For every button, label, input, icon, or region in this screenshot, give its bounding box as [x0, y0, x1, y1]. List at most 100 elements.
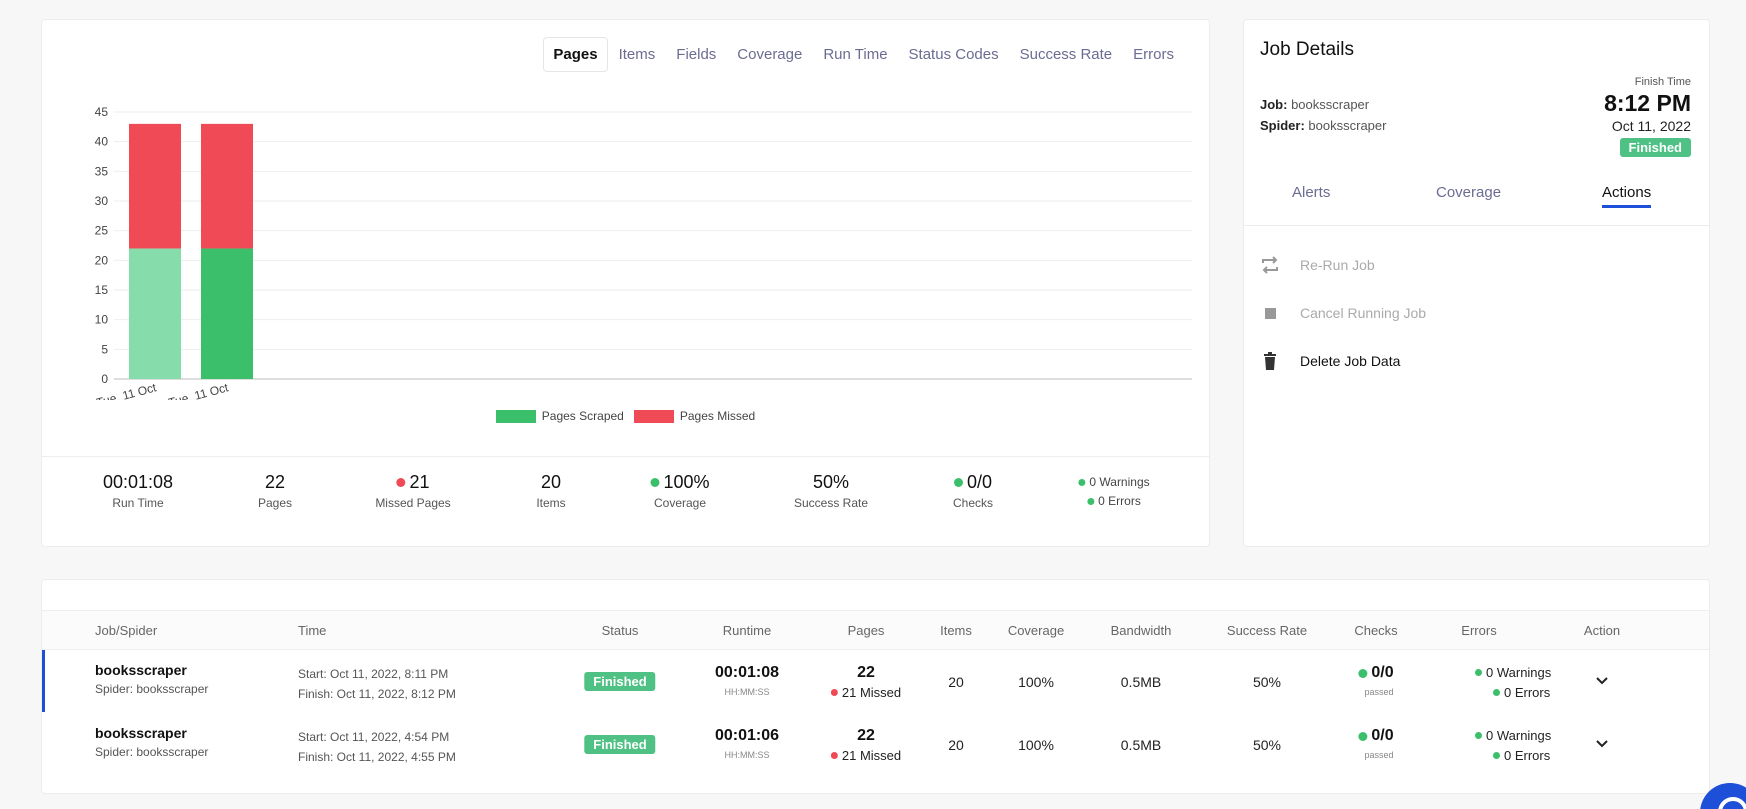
job-line: Job: booksscraper	[1260, 94, 1386, 115]
stat-value-wrap: 21	[375, 472, 450, 493]
stat-value-wrap: 100%	[650, 472, 710, 493]
col-success-rate: Success Rate	[1226, 623, 1308, 638]
errors-line: 0 Errors	[1493, 748, 1550, 763]
green-dot-icon	[1087, 497, 1095, 505]
legend-item-scraped[interactable]: Pages Scraped	[495, 409, 624, 423]
stat-label: Items	[536, 496, 566, 510]
stat-label: Run Time	[112, 496, 164, 510]
red-dot-icon	[830, 752, 838, 759]
errors-count: 0 Errors	[1504, 685, 1551, 700]
finish-info: Finish Time 8:12 PM Oct 11, 2022 Finishe…	[1604, 76, 1691, 157]
x-tick-label: 16:54 Tue, 11 Oct	[63, 380, 159, 400]
warnings-count: 0 Warnings	[1486, 728, 1552, 743]
warnings-line: 0 Warnings	[1475, 728, 1551, 743]
stat-value: 22	[264, 472, 286, 492]
finish-time: Finish: Oct 11, 2022, 4:55 PM	[298, 750, 456, 764]
chart-legend: Pages Scraped Pages Missed	[42, 409, 1209, 423]
green-dot-icon	[1493, 689, 1500, 696]
stat-success-rate: 50% Success Rate	[794, 472, 868, 510]
rerun-job-button[interactable]: Re-Run Job	[1260, 255, 1375, 275]
checks-value: 0/0	[1371, 727, 1394, 744]
stat-value: 100%	[663, 472, 710, 492]
errors-count: 0 Errors	[1098, 494, 1141, 508]
chevron-down-icon[interactable]	[1596, 740, 1608, 748]
tab-actions[interactable]: Actions	[1602, 184, 1652, 208]
checks-sub: passed	[1364, 687, 1394, 697]
table-row[interactable]: booksscraper Spider: booksscraper Start:…	[42, 713, 1709, 775]
status-cell: Finished	[584, 672, 656, 691]
spider-name: Spider: booksscraper	[95, 682, 209, 696]
stat-label: Missed Pages	[375, 496, 451, 510]
tab-errors[interactable]: Errors	[1133, 46, 1174, 63]
col-job-spider: Job/Spider	[95, 623, 158, 638]
missed-line: 21 Missed	[830, 748, 901, 763]
chevron-down-icon[interactable]	[1596, 677, 1608, 685]
checks-value-wrap: 0/0	[1358, 727, 1394, 745]
col-action: Action	[1583, 623, 1621, 638]
checks-value: 0/0	[1371, 664, 1394, 681]
red-dot-icon	[396, 478, 406, 487]
errors-line: 0 Errors	[1078, 494, 1149, 508]
runtime-format: HH:MM:SS	[724, 750, 770, 760]
col-errors: Errors	[1461, 623, 1497, 638]
stat-value-wrap: 0/0	[953, 472, 993, 493]
tab-success-rate[interactable]: Success Rate	[1019, 46, 1113, 63]
status-badge: Finished	[584, 735, 656, 754]
y-tick-label: 20	[95, 253, 109, 267]
y-tick-label: 5	[101, 342, 108, 356]
job-name: booksscraper	[1291, 97, 1370, 112]
checks-value-wrap: 0/0	[1358, 664, 1394, 682]
table-row[interactable]: booksscraper Spider: booksscraper Start:…	[42, 650, 1709, 712]
tab-coverage-details[interactable]: Coverage	[1436, 184, 1502, 201]
delete-job-data-button[interactable]: Delete Job Data	[1260, 351, 1400, 371]
tab-run-time[interactable]: Run Time	[823, 46, 888, 63]
tab-pages[interactable]: Pages	[543, 37, 608, 72]
y-tick-label: 0	[101, 372, 108, 386]
stat-pages: 22 Pages	[258, 472, 292, 510]
bandwidth-value: 0.5MB	[1120, 737, 1162, 753]
col-coverage: Coverage	[1007, 623, 1065, 638]
spider-label: Spider:	[1260, 118, 1305, 133]
table-header: Job/Spider Time Status Runtime Pages Ite…	[42, 610, 1709, 650]
warnings-line: 0 Warnings	[1078, 475, 1150, 489]
finish-time: 8:12 PM	[1604, 90, 1691, 116]
coverage-value: 100%	[1018, 674, 1054, 690]
runtime-value: 00:01:08	[714, 664, 780, 681]
job-details-card: Job Details Job: booksscraper Spider: bo…	[1243, 19, 1710, 547]
stat-warnings-errors: 0 Warnings 0 Errors	[1078, 475, 1150, 508]
tab-status-codes[interactable]: Status Codes	[908, 46, 999, 63]
y-tick-label: 10	[95, 313, 109, 327]
bandwidth-value: 0.5MB	[1120, 674, 1162, 690]
job-name[interactable]: booksscraper	[95, 725, 187, 741]
tab-coverage[interactable]: Coverage	[737, 46, 803, 63]
tab-fields[interactable]: Fields	[676, 46, 717, 63]
job-details-tabs: Alerts Coverage Actions	[1244, 184, 1709, 226]
col-time: Time	[298, 623, 327, 638]
finish-time: Finish: Oct 11, 2022, 8:12 PM	[298, 687, 456, 701]
warnings-count: 0 Warnings	[1486, 665, 1552, 680]
stat-checks: 0/0 Checks	[953, 472, 993, 510]
tab-alerts[interactable]: Alerts	[1292, 184, 1331, 201]
legend-swatch	[633, 409, 674, 423]
stat-coverage: 100% Coverage	[650, 472, 710, 510]
trash-icon	[1264, 352, 1276, 370]
green-dot-icon	[1493, 752, 1500, 759]
stat-value: 20	[540, 472, 562, 492]
job-name[interactable]: booksscraper	[95, 662, 187, 678]
warnings-count: 0 Warnings	[1089, 475, 1150, 489]
y-tick-label: 30	[95, 194, 109, 208]
y-tick-label: 45	[95, 105, 109, 119]
coverage-value: 100%	[1018, 737, 1054, 753]
bar-scraped	[129, 248, 181, 379]
stat-label: Pages	[257, 496, 293, 510]
legend-item-missed[interactable]: Pages Missed	[633, 409, 755, 423]
status-badge: Finished	[584, 672, 656, 691]
runtime-value: 00:01:06	[714, 727, 780, 744]
cancel-job-button[interactable]: Cancel Running Job	[1260, 303, 1426, 323]
success-value: 50%	[1252, 737, 1282, 753]
y-tick-label: 15	[95, 283, 109, 297]
tab-items[interactable]: Items	[618, 46, 656, 63]
red-dot-icon	[830, 689, 838, 696]
finish-time-label: Finish Time	[1634, 76, 1691, 88]
green-dot-icon	[1475, 732, 1482, 739]
